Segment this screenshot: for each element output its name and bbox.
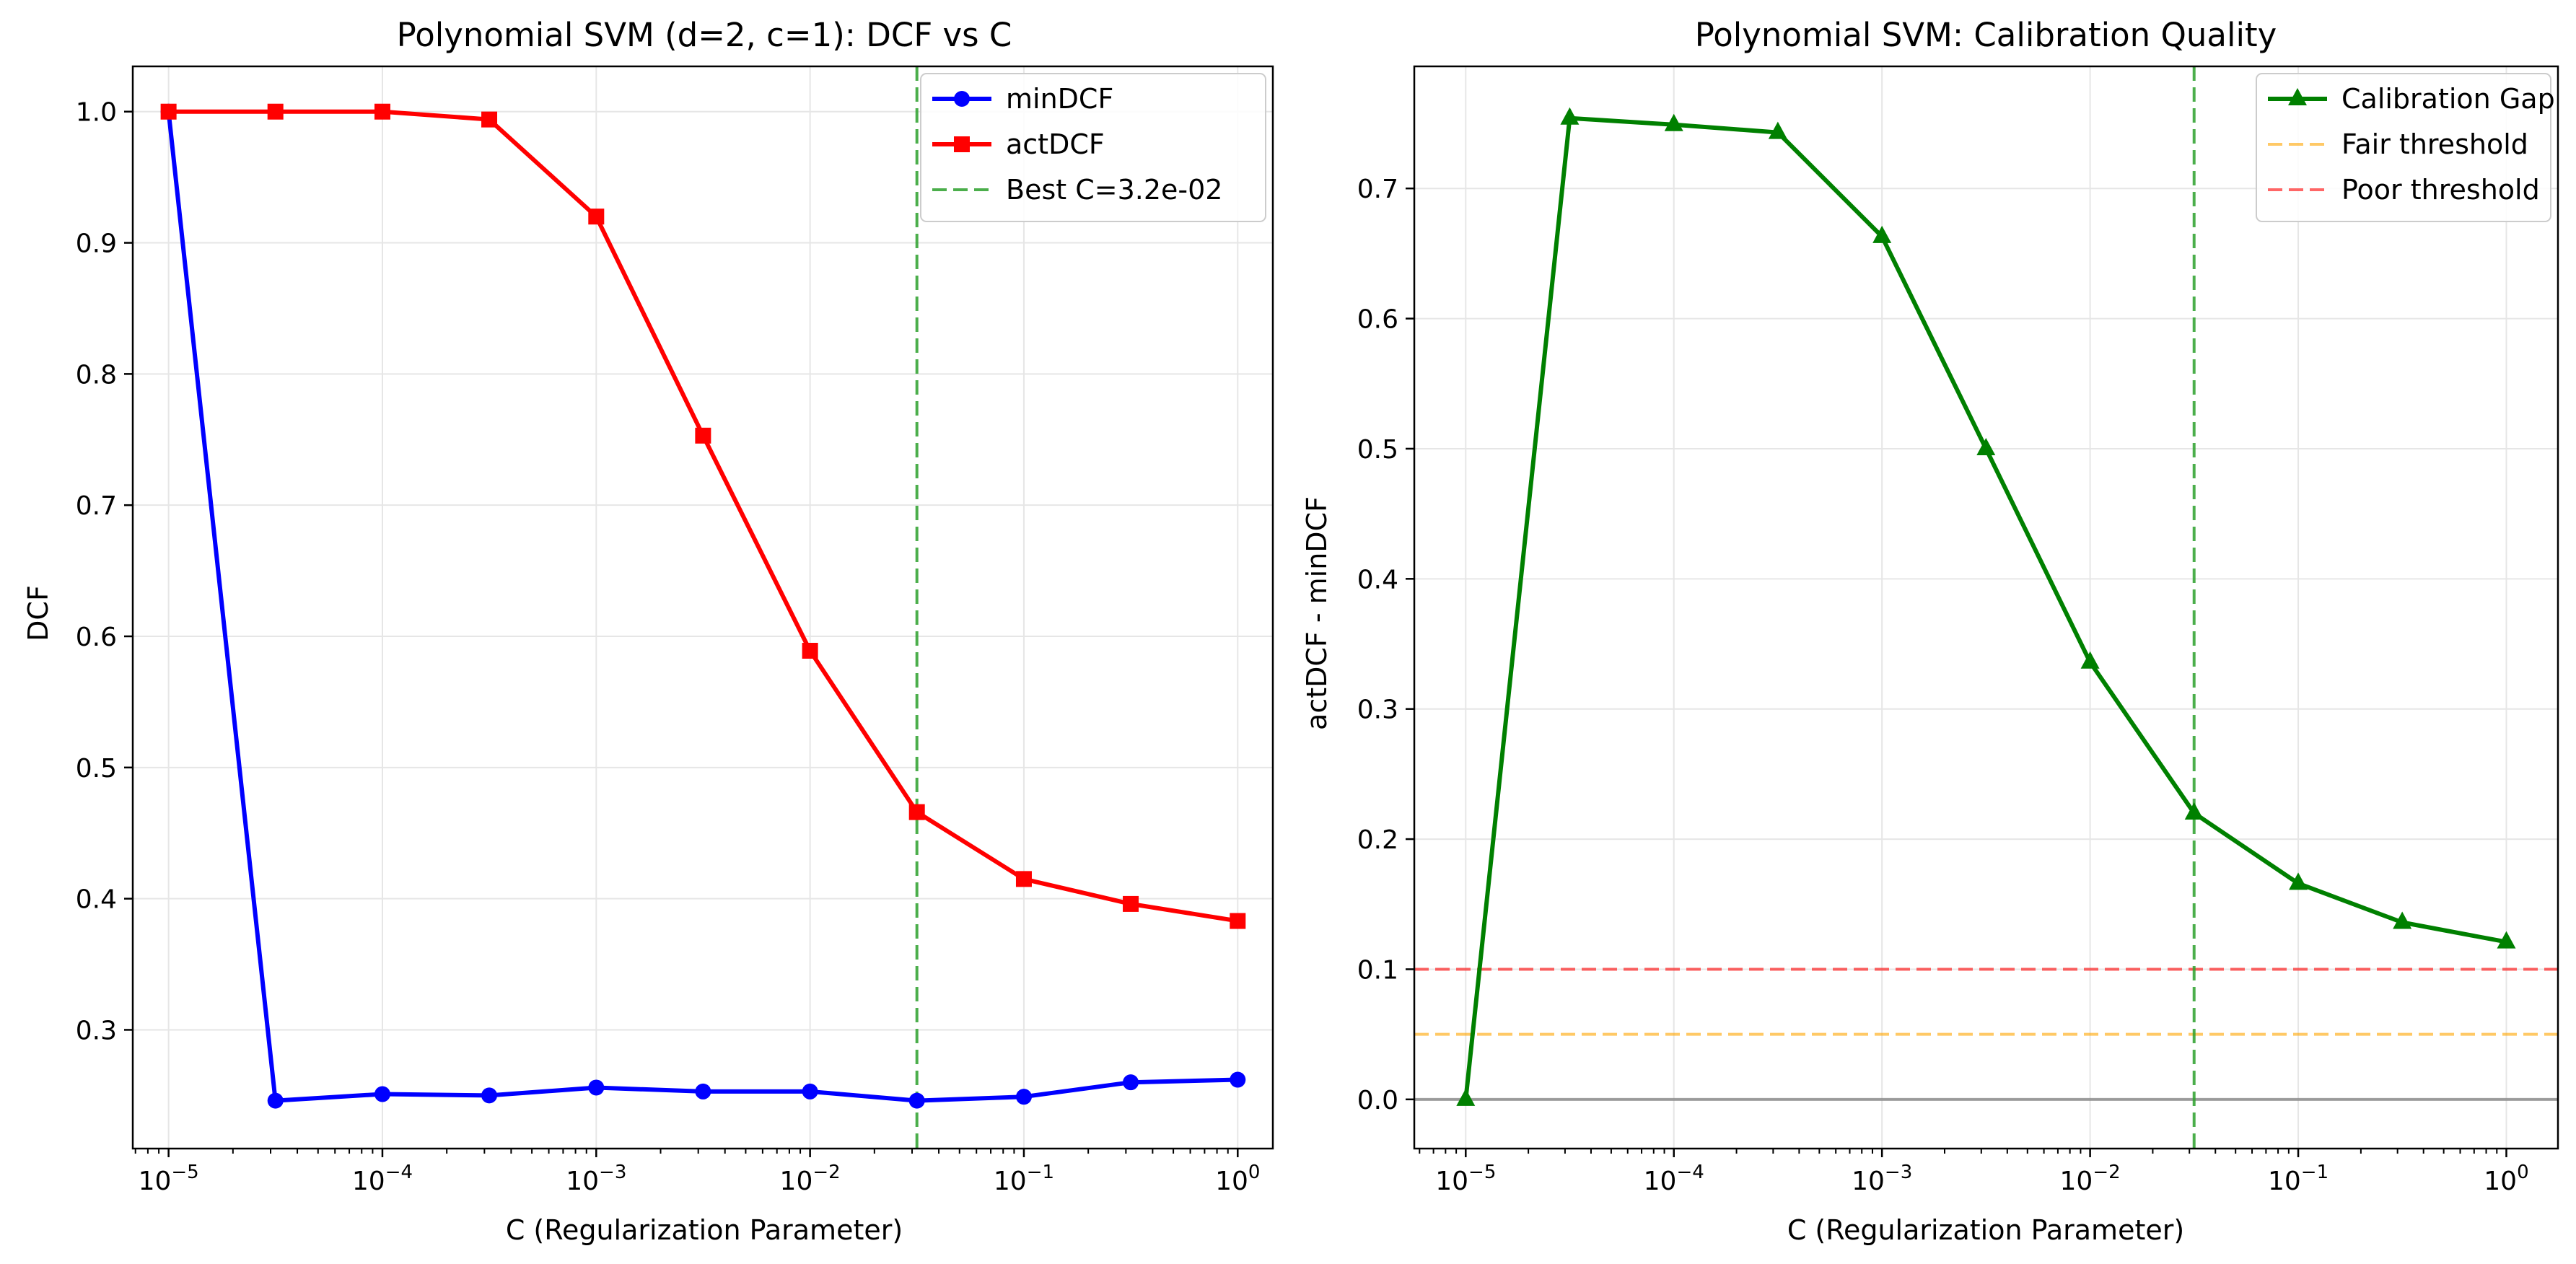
axes-frame (131, 65, 1274, 1150)
x-tick-label: 10−2 (780, 1162, 841, 1196)
legend-label: minDCF (1006, 83, 1113, 115)
data-point (1456, 1088, 1476, 1106)
data-point (374, 1086, 390, 1102)
data-point (481, 1087, 498, 1104)
legend-label: actDCF (1006, 128, 1105, 160)
data-point (267, 103, 284, 120)
data-point (1015, 871, 1032, 887)
calibration-quality-chart: Polynomial SVM: Calibration Quality C (R… (1301, 16, 2559, 1246)
x-tick-label: 10−3 (1852, 1162, 1912, 1196)
x-axis-label: C (Regularization Parameter) (1787, 1214, 2184, 1246)
data-point (802, 1083, 818, 1100)
y-tick-label: 0.2 (1357, 825, 1398, 855)
y-tick-label: 0.7 (1357, 175, 1398, 204)
data-point (695, 427, 711, 444)
x-axis-label: C (Regularization Parameter) (506, 1214, 903, 1246)
x-tick-label: 100 (1215, 1162, 1260, 1196)
data-point (1230, 913, 1246, 929)
data-point (1230, 1071, 1246, 1088)
data-point (1664, 113, 1683, 131)
data-point (908, 804, 925, 820)
data-point (802, 643, 818, 659)
x-tick-label: 10−5 (1435, 1162, 1496, 1196)
series-line (166, 111, 1238, 1103)
legend-label: Calibration Gap (2341, 83, 2555, 115)
data-point (1872, 225, 1892, 243)
data-point (2080, 651, 2100, 669)
axes-frame (1413, 65, 2559, 1150)
legend-marker (2288, 88, 2307, 105)
dcf-vs-c-chart: Polynomial SVM (d=2, c=1): DCF vs C C (R… (22, 16, 1274, 1246)
chart-title: Polynomial SVM: Calibration Quality (1695, 16, 2277, 54)
series-line (168, 109, 1238, 923)
data-point (1123, 895, 1139, 912)
legend-label: Poor threshold (2341, 174, 2540, 206)
legend-marker (954, 91, 970, 107)
data-point (1560, 107, 1580, 125)
data-point (1015, 1089, 1032, 1105)
data-point (2393, 911, 2412, 929)
y-tick-label: 0.9 (76, 229, 117, 259)
legend: minDCF actDCF Best C=3.2e-02 (920, 73, 1266, 222)
plot-area (1414, 66, 2558, 1149)
y-tick-label: 0.7 (76, 491, 117, 521)
y-axis-label: DCF (22, 585, 54, 641)
y-tick-label: 0.3 (1357, 695, 1398, 725)
data-point (908, 1092, 925, 1109)
x-tick-label: 10−4 (1644, 1162, 1704, 1196)
x-tick-label: 10−5 (139, 1162, 199, 1196)
y-tick-label: 0.6 (1357, 305, 1398, 335)
y-tick-label: 0.5 (76, 754, 117, 784)
series-line (1463, 115, 2507, 1100)
x-tick-label: 100 (2484, 1162, 2528, 1196)
data-point (2184, 802, 2204, 820)
y-tick-label: 0.4 (76, 885, 117, 915)
legend-box (920, 73, 1266, 222)
x-tick-label: 10−1 (994, 1162, 1054, 1196)
y-tick-label: 0.5 (1357, 435, 1398, 465)
y-tick-label: 0.6 (76, 623, 117, 652)
x-tick-label: 10−3 (566, 1162, 626, 1196)
legend: Calibration Gap Fair threshold Poor thresh… (2256, 73, 2555, 222)
legend-label: Best C=3.2e-02 (1006, 174, 1222, 206)
y-tick-label: 0.3 (76, 1016, 117, 1045)
data-point (267, 1092, 284, 1109)
x-tick-label: 10−1 (2268, 1162, 2329, 1196)
data-point (2497, 931, 2516, 949)
y-tick-label: 0.8 (76, 360, 117, 390)
data-point (588, 1079, 605, 1096)
data-point (160, 103, 177, 120)
data-point (588, 209, 605, 225)
legend-box (2256, 73, 2551, 222)
data-point (1123, 1074, 1139, 1091)
data-point (481, 111, 498, 128)
legend-marker (954, 136, 970, 152)
y-tick-label: 0.0 (1357, 1086, 1398, 1115)
y-axis-label: actDCF - minDCF (1301, 496, 1333, 730)
plot-area (133, 66, 1273, 1149)
y-tick-label: 0.4 (1357, 565, 1398, 594)
x-tick-label: 10−2 (2060, 1162, 2121, 1196)
data-point (1768, 121, 1787, 139)
legend-label: Fair threshold (2341, 128, 2528, 160)
x-tick-label: 10−4 (352, 1162, 413, 1196)
y-tick-label: 1.0 (76, 98, 117, 128)
data-point (695, 1083, 711, 1100)
data-point (1976, 437, 1996, 455)
chart-title: Polynomial SVM (d=2, c=1): DCF vs C (397, 16, 1012, 54)
data-point (2289, 872, 2308, 890)
y-tick-label: 0.1 (1357, 955, 1398, 985)
data-point (374, 103, 390, 120)
